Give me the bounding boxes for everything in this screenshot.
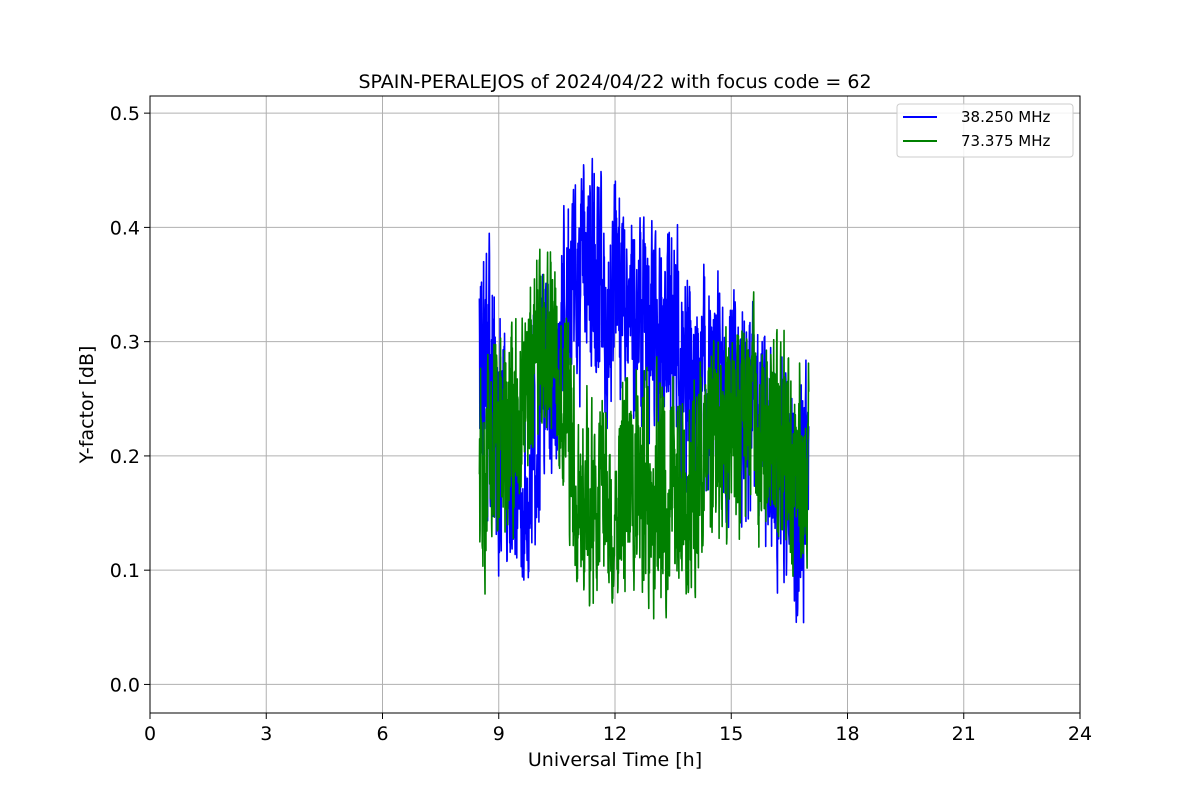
legend: 38.250 MHz 73.375 MHz (896, 103, 1074, 158)
legend-box (896, 103, 1074, 158)
y-tick-label: 0.3 (110, 332, 140, 354)
legend-label: 38.250 MHz (961, 108, 1050, 126)
y-tick-label: 0.2 (110, 446, 140, 468)
x-tick-label: 12 (603, 723, 627, 745)
x-tick-label: 15 (719, 723, 743, 745)
x-tick-label: 3 (260, 723, 272, 745)
x-tick-label: 21 (952, 723, 976, 745)
x-axis: 0 3 6 9 12 15 18 21 24 (144, 713, 1092, 745)
x-tick-label: 6 (376, 723, 388, 745)
series-line-2 (478, 248, 810, 620)
y-tick-label: 0.0 (110, 674, 140, 696)
y-axis-label: Y-factor [dB] (76, 346, 98, 465)
y-tick-label: 0.1 (110, 560, 140, 582)
chart-title: SPAIN-PERALEJOS of 2024/04/22 with focus… (358, 71, 871, 93)
x-tick-label: 24 (1068, 723, 1092, 745)
y-tick-label: 0.5 (110, 103, 140, 125)
x-axis-label: Universal Time [h] (528, 749, 702, 771)
x-tick-label: 18 (835, 723, 859, 745)
x-tick-label: 9 (493, 723, 505, 745)
x-tick-label: 0 (144, 723, 156, 745)
y-axis: 0.0 0.1 0.2 0.3 0.4 0.5 (110, 103, 150, 696)
y-tick-label: 0.4 (110, 217, 140, 239)
legend-label: 73.375 MHz (961, 132, 1050, 150)
series-layer (478, 157, 810, 624)
